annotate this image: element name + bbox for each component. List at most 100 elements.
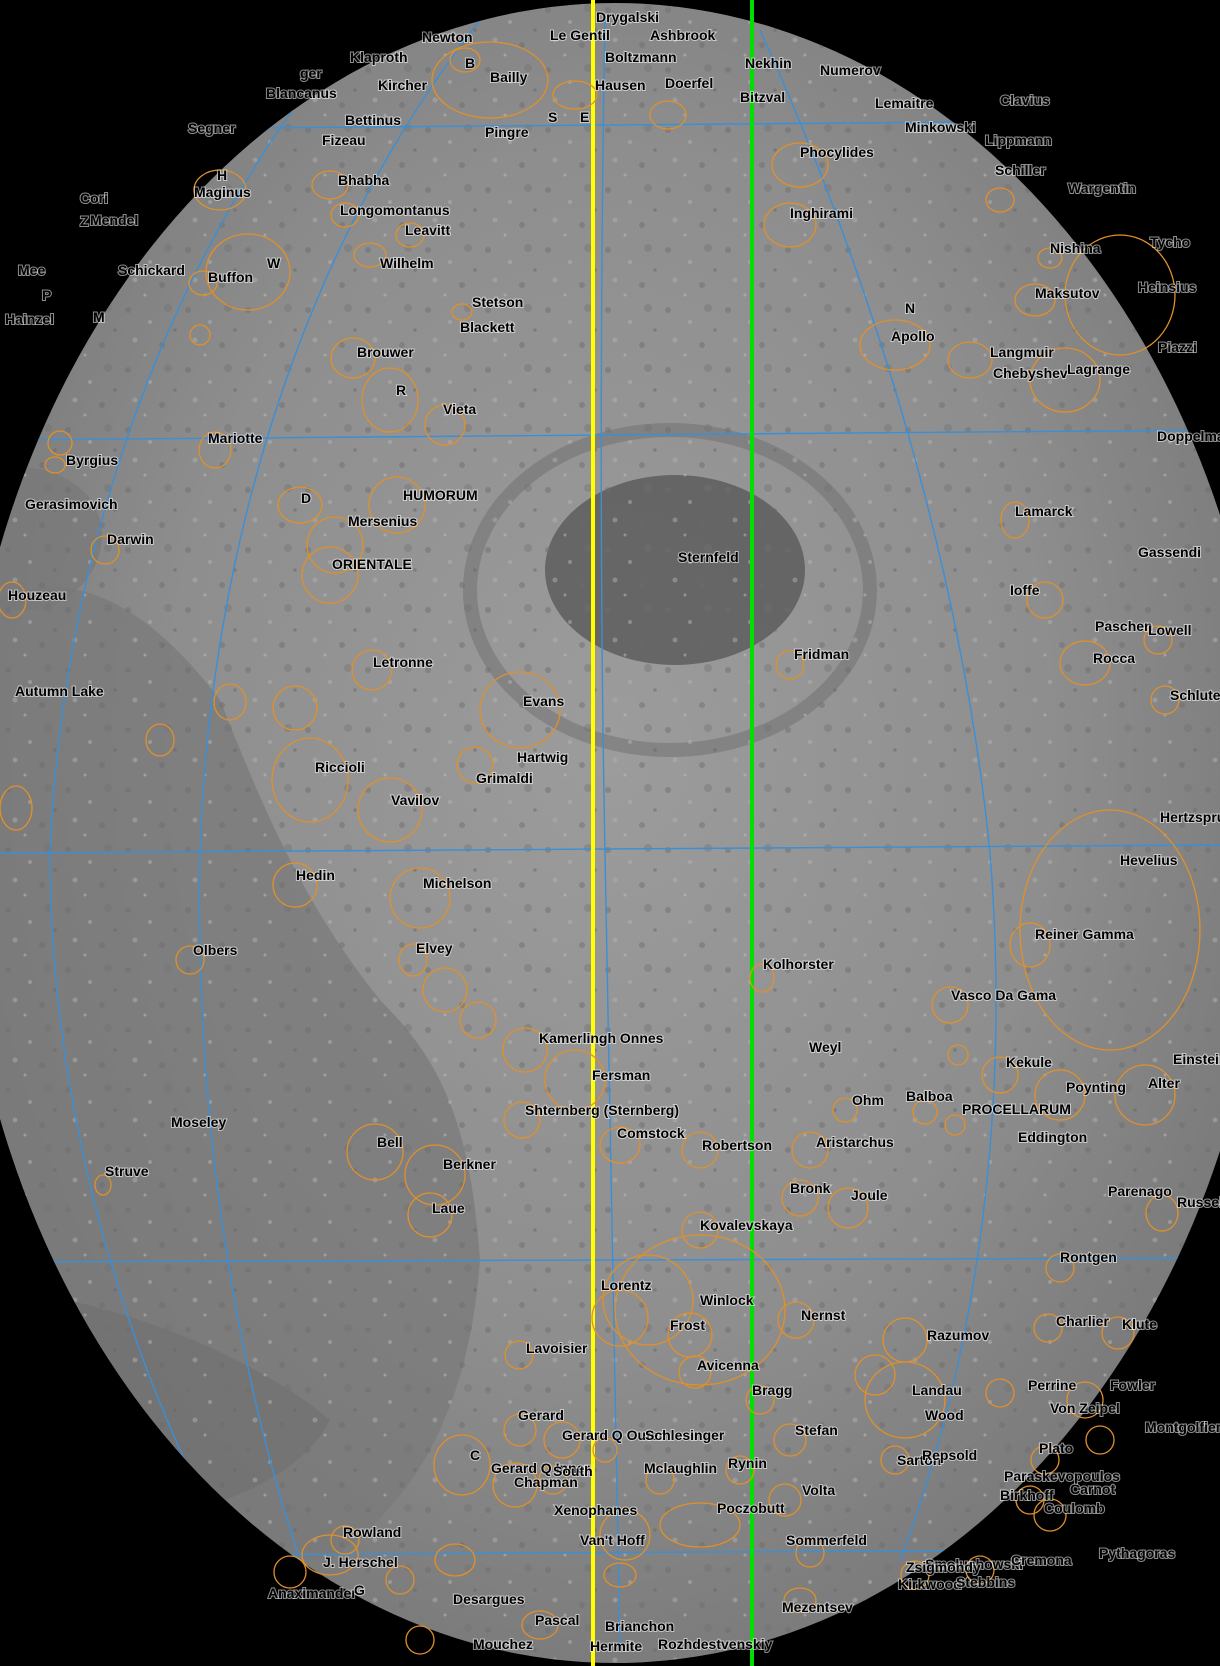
- feature-label[interactable]: G: [353, 1581, 366, 1599]
- feature-label[interactable]: Aristarchus: [815, 1133, 895, 1151]
- feature-label[interactable]: Rocca: [1092, 649, 1136, 667]
- feature-label[interactable]: Kolhorster: [762, 955, 835, 973]
- feature-label[interactable]: Schluter: [1169, 686, 1220, 704]
- feature-label[interactable]: Shternberg (Sternberg): [524, 1101, 680, 1119]
- feature-label[interactable]: Rozhdestvenskiy: [657, 1635, 774, 1653]
- feature-label[interactable]: Paraskevopoulos: [1003, 1467, 1121, 1485]
- feature-label[interactable]: Rowland: [342, 1523, 402, 1541]
- feature-label[interactable]: Lemaitre: [874, 94, 935, 112]
- feature-label[interactable]: Hedin: [295, 866, 336, 884]
- feature-label[interactable]: Mariotte: [207, 429, 264, 447]
- feature-label[interactable]: Poynting: [1065, 1078, 1127, 1096]
- feature-label[interactable]: Gerasimovich: [24, 495, 119, 513]
- feature-label[interactable]: Frost: [669, 1316, 706, 1334]
- feature-label[interactable]: Sarton: [896, 1451, 942, 1469]
- feature-label[interactable]: Stebbins: [955, 1573, 1016, 1591]
- feature-label[interactable]: PROCELLARUM: [961, 1100, 1072, 1118]
- feature-label[interactable]: Pascal: [534, 1611, 580, 1629]
- feature-label[interactable]: Balboa: [905, 1087, 954, 1105]
- feature-label[interactable]: B: [464, 54, 476, 72]
- feature-label[interactable]: Charlier: [1055, 1312, 1110, 1330]
- feature-label[interactable]: Wood: [924, 1406, 965, 1424]
- feature-label[interactable]: Gerard Q Inner: [490, 1459, 591, 1477]
- feature-label[interactable]: S: [547, 108, 558, 126]
- feature-label[interactable]: Elvey: [415, 939, 454, 957]
- feature-label[interactable]: ORIENTALE: [331, 555, 413, 573]
- feature-label[interactable]: Cremona: [1010, 1551, 1073, 1569]
- feature-label[interactable]: ger: [299, 64, 323, 82]
- feature-label[interactable]: Kamerlingh Onnes: [538, 1029, 665, 1047]
- feature-label[interactable]: Clavius: [999, 91, 1051, 109]
- feature-label[interactable]: Numerov: [819, 61, 882, 79]
- feature-label[interactable]: Sternfeld: [677, 548, 740, 566]
- feature-label[interactable]: Byrgius: [65, 451, 119, 469]
- feature-label[interactable]: Van't Hoff: [579, 1531, 646, 1549]
- feature-label[interactable]: Sommerfeld: [785, 1531, 868, 1549]
- feature-label[interactable]: Brouwer: [356, 343, 415, 361]
- feature-label[interactable]: Fowler: [1109, 1376, 1157, 1394]
- feature-label[interactable]: Fersman: [591, 1066, 651, 1084]
- feature-label[interactable]: P: [41, 286, 52, 304]
- feature-label[interactable]: Brianchon: [604, 1617, 675, 1635]
- feature-label[interactable]: Phocylides: [799, 143, 875, 161]
- feature-label[interactable]: Blackett: [459, 318, 516, 336]
- feature-label[interactable]: Kekule: [1005, 1053, 1053, 1071]
- feature-label[interactable]: Poczobutt: [716, 1499, 786, 1517]
- feature-label[interactable]: Laue: [431, 1199, 466, 1217]
- feature-label[interactable]: R: [395, 381, 407, 399]
- feature-label[interactable]: Mouchez: [472, 1635, 534, 1653]
- feature-label[interactable]: Anaximander: [267, 1584, 358, 1602]
- feature-label[interactable]: Mendel: [89, 211, 139, 229]
- feature-label[interactable]: Nekhin: [744, 54, 793, 72]
- feature-label[interactable]: Razumov: [926, 1326, 990, 1344]
- feature-label[interactable]: Mclaughlin: [643, 1459, 718, 1477]
- feature-label[interactable]: Rontgen: [1059, 1248, 1118, 1266]
- feature-label[interactable]: Birkhoff: [999, 1486, 1055, 1504]
- feature-label[interactable]: Alter: [1147, 1074, 1181, 1092]
- feature-label[interactable]: Klute: [1121, 1315, 1158, 1333]
- feature-label[interactable]: Ioffe: [1009, 581, 1041, 599]
- feature-label[interactable]: Bailly: [489, 68, 529, 86]
- feature-label[interactable]: Xenophanes: [553, 1501, 638, 1519]
- feature-label[interactable]: Doppelmayer: [1156, 427, 1220, 445]
- feature-label[interactable]: Bitzval: [739, 88, 786, 106]
- feature-label[interactable]: Newton: [421, 28, 474, 46]
- feature-label[interactable]: E: [579, 108, 590, 126]
- feature-label[interactable]: Winlock: [699, 1291, 755, 1309]
- feature-label[interactable]: Hertzsprung: [1159, 808, 1220, 826]
- feature-label[interactable]: Gerard: [517, 1406, 565, 1424]
- feature-label[interactable]: Lorentz: [600, 1276, 653, 1294]
- feature-label[interactable]: Leavitt: [404, 221, 451, 239]
- feature-label[interactable]: Doerfel: [664, 74, 714, 92]
- feature-label[interactable]: Schlesinger: [644, 1426, 726, 1444]
- feature-label[interactable]: Bhabha: [337, 171, 391, 189]
- feature-label[interactable]: Hausen: [594, 76, 647, 94]
- feature-label[interactable]: Mersenius: [347, 512, 418, 530]
- feature-label[interactable]: Drygalski: [595, 8, 660, 26]
- feature-label[interactable]: Gassendi: [1137, 543, 1202, 561]
- feature-label[interactable]: Wargentin: [1067, 179, 1137, 197]
- feature-label[interactable]: Volta: [801, 1481, 836, 1499]
- feature-label[interactable]: Klaproth: [349, 48, 409, 66]
- feature-label[interactable]: Plato: [1038, 1439, 1074, 1457]
- feature-label[interactable]: Hevelius: [1119, 851, 1179, 869]
- feature-label[interactable]: Blancanus: [265, 84, 338, 102]
- feature-label[interactable]: Gerard Q Outer: [561, 1426, 665, 1444]
- feature-label[interactable]: Perrine: [1027, 1376, 1077, 1394]
- feature-label[interactable]: Moseley: [170, 1113, 227, 1131]
- feature-label[interactable]: Paschen: [1094, 617, 1154, 635]
- feature-label[interactable]: Montgolfier: [1144, 1418, 1220, 1436]
- feature-label[interactable]: Nishina: [1049, 239, 1102, 257]
- feature-label[interactable]: Mee: [17, 261, 46, 279]
- feature-label[interactable]: Maksutov: [1034, 284, 1101, 302]
- feature-label[interactable]: Lowell: [1147, 621, 1193, 639]
- feature-label[interactable]: Einstein: [1172, 1050, 1220, 1068]
- feature-label[interactable]: Riccioli: [314, 758, 366, 776]
- feature-label[interactable]: Chebyshev: [992, 364, 1069, 382]
- feature-label[interactable]: Avicenna: [696, 1356, 760, 1374]
- feature-label[interactable]: Von Zeipel: [1049, 1399, 1121, 1417]
- feature-label[interactable]: Zsigmondy: [905, 1558, 982, 1576]
- feature-label[interactable]: Carnot: [1069, 1480, 1116, 1498]
- feature-label[interactable]: Lamarck: [1014, 502, 1074, 520]
